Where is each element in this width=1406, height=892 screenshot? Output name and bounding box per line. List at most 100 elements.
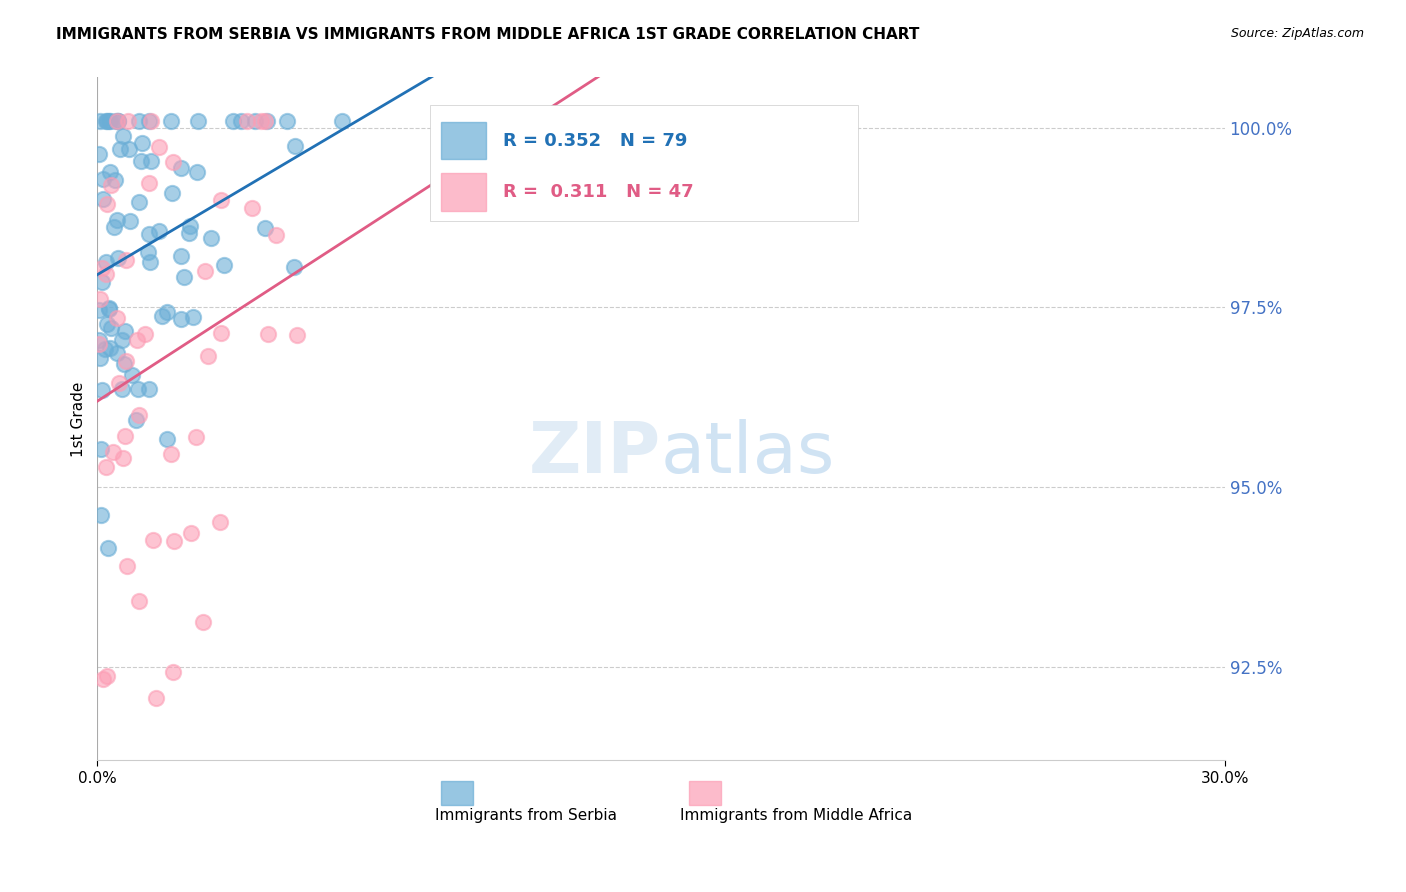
Point: [97, 302, 120, 317]
Point: [330, 113, 353, 128]
Point: [94, 113, 117, 128]
Point: [169, 249, 191, 263]
Point: [118, 142, 141, 156]
Point: [184, 430, 207, 444]
Point: [117, 113, 139, 128]
Point: [138, 382, 160, 396]
Point: [121, 368, 143, 383]
Text: R =  0.311   N = 47: R = 0.311 N = 47: [503, 183, 693, 202]
Point: [214, 259, 236, 273]
Point: [148, 224, 170, 238]
Bar: [689, 780, 721, 805]
Point: [253, 220, 276, 235]
Point: [145, 690, 167, 705]
Point: [115, 354, 138, 368]
Point: [159, 447, 181, 461]
Point: [156, 305, 179, 319]
Point: [240, 201, 263, 215]
Bar: [430, 104, 858, 221]
Point: [112, 357, 135, 371]
Point: [127, 382, 149, 396]
Point: [139, 113, 162, 128]
Point: [114, 253, 136, 268]
Point: [162, 154, 184, 169]
Point: [90, 275, 112, 289]
Point: [97, 541, 120, 555]
Point: [250, 113, 273, 128]
Point: [138, 113, 160, 128]
Point: [253, 113, 276, 128]
Point: [160, 186, 183, 200]
Point: [98, 113, 121, 128]
Point: [89, 336, 111, 351]
Point: [98, 341, 121, 355]
Point: [101, 444, 124, 458]
Point: [93, 342, 115, 356]
Point: [187, 113, 209, 128]
Point: [256, 326, 278, 341]
Point: [89, 351, 111, 365]
Point: [107, 113, 129, 128]
Point: [194, 264, 217, 278]
Point: [138, 227, 160, 241]
Point: [236, 113, 259, 128]
Point: [200, 230, 222, 244]
Point: [285, 328, 308, 343]
Point: [138, 176, 160, 190]
Point: [197, 349, 219, 363]
Point: [148, 140, 170, 154]
Point: [209, 193, 232, 207]
Point: [89, 292, 111, 306]
Point: [229, 113, 252, 128]
Point: [128, 195, 150, 210]
Point: [125, 333, 148, 347]
Point: [208, 515, 231, 529]
Point: [162, 665, 184, 679]
Point: [245, 113, 267, 128]
Bar: [441, 173, 486, 211]
Point: [256, 113, 278, 128]
Point: [107, 113, 129, 128]
Point: [90, 384, 112, 398]
Point: [94, 255, 117, 269]
Point: [125, 413, 148, 427]
Point: [134, 327, 156, 342]
Point: [89, 303, 111, 318]
Text: IMMIGRANTS FROM SERBIA VS IMMIGRANTS FROM MIDDLE AFRICA 1ST GRADE CORRELATION CH: IMMIGRANTS FROM SERBIA VS IMMIGRANTS FRO…: [56, 27, 920, 42]
Point: [139, 255, 162, 269]
Bar: [441, 122, 486, 160]
Point: [97, 301, 120, 316]
Point: [139, 154, 162, 169]
Point: [104, 113, 127, 128]
Point: [111, 333, 134, 347]
Point: [142, 533, 165, 547]
Point: [94, 267, 117, 281]
Point: [91, 192, 114, 206]
Text: R = 0.352   N = 79: R = 0.352 N = 79: [503, 132, 688, 150]
Point: [283, 260, 305, 275]
Point: [91, 260, 114, 275]
Point: [170, 161, 193, 175]
Point: [108, 142, 131, 156]
Point: [276, 113, 298, 128]
Text: Immigrants from Middle Africa: Immigrants from Middle Africa: [681, 808, 912, 823]
Point: [96, 113, 118, 128]
Point: [91, 172, 114, 186]
Point: [108, 376, 131, 390]
Point: [115, 559, 138, 574]
Point: [111, 382, 134, 396]
Point: [96, 197, 118, 211]
Point: [186, 165, 208, 179]
Point: [131, 136, 153, 150]
Point: [160, 113, 183, 128]
Bar: [441, 780, 472, 805]
Point: [90, 508, 112, 522]
Point: [128, 113, 150, 128]
Point: [128, 408, 150, 422]
Point: [105, 346, 128, 360]
Point: [103, 219, 125, 234]
Point: [97, 113, 120, 128]
Point: [93, 672, 115, 686]
Point: [162, 533, 184, 548]
Y-axis label: 1st Grade: 1st Grade: [72, 381, 86, 457]
